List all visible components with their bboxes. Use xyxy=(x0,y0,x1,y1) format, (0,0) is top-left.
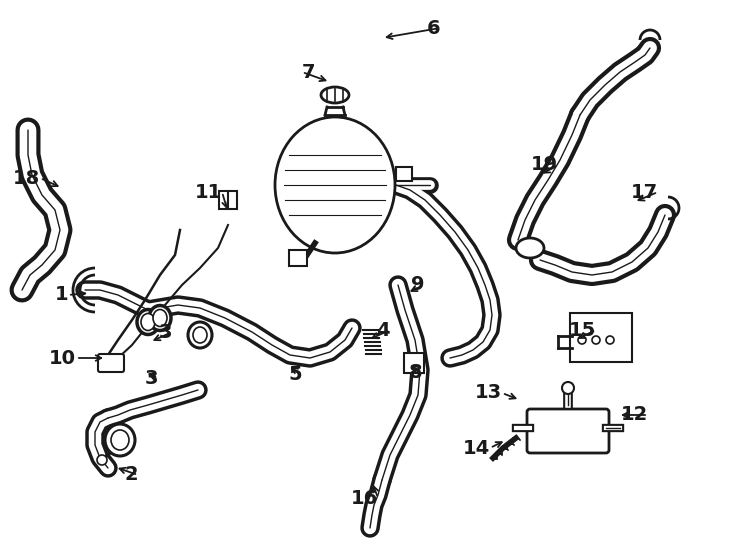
FancyBboxPatch shape xyxy=(289,250,307,266)
Text: 6: 6 xyxy=(426,18,440,37)
Text: 7: 7 xyxy=(302,63,316,82)
Text: 8: 8 xyxy=(408,362,422,381)
Text: 13: 13 xyxy=(475,383,502,402)
Text: 4: 4 xyxy=(377,321,390,340)
Text: 18: 18 xyxy=(12,168,40,187)
Text: 14: 14 xyxy=(462,438,490,457)
Text: 3: 3 xyxy=(159,322,172,341)
Ellipse shape xyxy=(105,424,135,456)
FancyBboxPatch shape xyxy=(98,354,124,372)
Text: 15: 15 xyxy=(569,321,596,340)
Ellipse shape xyxy=(149,306,171,330)
Text: 3: 3 xyxy=(145,368,158,388)
Text: 12: 12 xyxy=(621,406,648,424)
FancyBboxPatch shape xyxy=(527,409,609,453)
Text: 5: 5 xyxy=(288,366,302,384)
Circle shape xyxy=(97,455,107,465)
FancyBboxPatch shape xyxy=(396,167,412,181)
Text: 1: 1 xyxy=(54,286,68,305)
Ellipse shape xyxy=(188,322,212,348)
Circle shape xyxy=(606,336,614,344)
Circle shape xyxy=(592,336,600,344)
Text: 16: 16 xyxy=(351,489,378,508)
Text: 19: 19 xyxy=(531,156,558,174)
Ellipse shape xyxy=(111,430,129,450)
Ellipse shape xyxy=(321,87,349,103)
Ellipse shape xyxy=(141,314,155,330)
FancyBboxPatch shape xyxy=(570,313,632,362)
Circle shape xyxy=(562,382,574,394)
Ellipse shape xyxy=(193,327,207,343)
Ellipse shape xyxy=(516,238,544,258)
Text: 2: 2 xyxy=(124,465,138,484)
Text: 11: 11 xyxy=(195,183,222,201)
Ellipse shape xyxy=(153,309,167,327)
FancyBboxPatch shape xyxy=(219,191,237,209)
Ellipse shape xyxy=(275,117,395,253)
Text: 10: 10 xyxy=(49,348,76,368)
Circle shape xyxy=(578,336,586,344)
Text: 9: 9 xyxy=(410,275,424,294)
Text: 17: 17 xyxy=(631,183,658,201)
Ellipse shape xyxy=(137,309,159,334)
FancyBboxPatch shape xyxy=(404,353,424,373)
